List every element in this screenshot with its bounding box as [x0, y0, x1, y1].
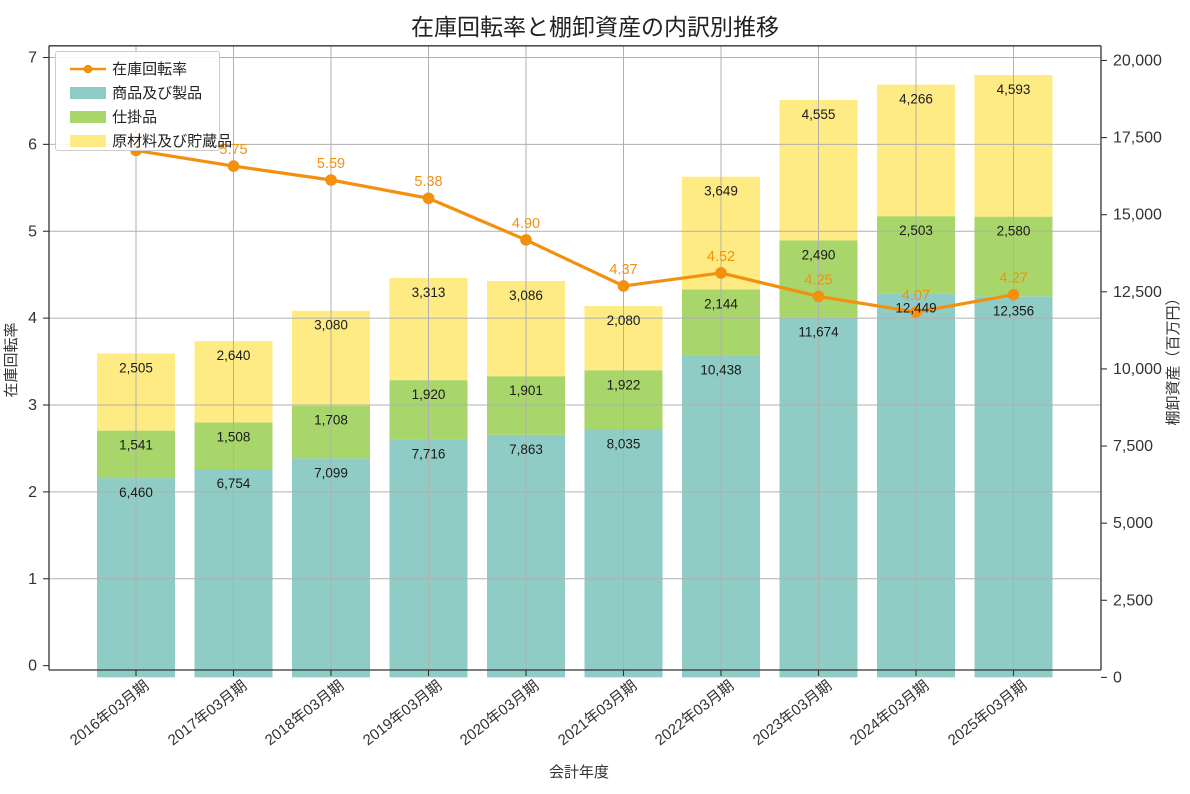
svg-text:7,863: 7,863 — [509, 442, 543, 457]
svg-text:2,080: 2,080 — [607, 313, 641, 328]
svg-text:7,099: 7,099 — [314, 465, 348, 480]
svg-text:1: 1 — [28, 571, 37, 588]
svg-text:7: 7 — [28, 50, 37, 67]
svg-text:11,674: 11,674 — [798, 324, 839, 339]
svg-text:6,460: 6,460 — [119, 485, 153, 500]
svg-text:棚卸資産（百万円）: 棚卸資産（百万円） — [1165, 290, 1182, 425]
svg-text:4: 4 — [28, 310, 37, 327]
svg-text:2: 2 — [28, 484, 37, 501]
svg-text:4,555: 4,555 — [802, 107, 836, 122]
svg-text:1,922: 1,922 — [607, 377, 641, 392]
svg-text:12,500: 12,500 — [1113, 284, 1162, 301]
svg-text:2,490: 2,490 — [802, 247, 836, 262]
svg-text:4.27: 4.27 — [999, 271, 1027, 287]
svg-text:0: 0 — [28, 658, 37, 675]
svg-text:15,000: 15,000 — [1113, 207, 1162, 224]
svg-text:5: 5 — [28, 223, 37, 240]
svg-text:2,505: 2,505 — [119, 360, 153, 375]
svg-text:2,500: 2,500 — [1113, 592, 1153, 609]
svg-text:10,438: 10,438 — [700, 362, 741, 377]
svg-text:7,716: 7,716 — [412, 446, 446, 461]
svg-text:4.07: 4.07 — [902, 288, 930, 304]
svg-text:3,649: 3,649 — [704, 184, 738, 199]
svg-text:3,080: 3,080 — [314, 318, 348, 333]
svg-text:5.38: 5.38 — [414, 174, 442, 190]
svg-text:2,640: 2,640 — [217, 348, 251, 363]
svg-text:8,035: 8,035 — [607, 437, 641, 452]
svg-text:2,503: 2,503 — [899, 223, 933, 238]
svg-text:1,920: 1,920 — [412, 387, 446, 402]
svg-text:4.25: 4.25 — [804, 272, 832, 288]
svg-text:5.59: 5.59 — [317, 156, 345, 172]
svg-text:1,508: 1,508 — [217, 430, 251, 445]
svg-text:4.37: 4.37 — [609, 262, 637, 278]
svg-text:2,580: 2,580 — [997, 224, 1031, 239]
svg-text:0: 0 — [1113, 669, 1122, 686]
svg-text:4,593: 4,593 — [997, 82, 1031, 97]
svg-text:6,754: 6,754 — [217, 476, 251, 491]
svg-text:4,266: 4,266 — [899, 92, 933, 107]
svg-text:4.52: 4.52 — [707, 249, 735, 265]
svg-text:在庫回転率: 在庫回転率 — [3, 322, 20, 397]
svg-text:7,500: 7,500 — [1113, 438, 1153, 455]
svg-text:1,541: 1,541 — [119, 438, 153, 453]
svg-text:20,000: 20,000 — [1113, 52, 1162, 69]
svg-text:10,000: 10,000 — [1113, 361, 1162, 378]
svg-text:5,000: 5,000 — [1113, 515, 1153, 532]
svg-text:1,901: 1,901 — [509, 383, 543, 398]
svg-text:3: 3 — [28, 397, 37, 414]
svg-text:12,356: 12,356 — [993, 303, 1034, 318]
svg-text:6: 6 — [28, 136, 37, 153]
svg-text:2,144: 2,144 — [704, 296, 738, 311]
svg-text:3,313: 3,313 — [412, 285, 446, 300]
svg-text:4.90: 4.90 — [512, 216, 540, 232]
svg-text:3,086: 3,086 — [509, 288, 543, 303]
svg-text:17,500: 17,500 — [1113, 130, 1162, 147]
svg-text:1,708: 1,708 — [314, 413, 348, 428]
